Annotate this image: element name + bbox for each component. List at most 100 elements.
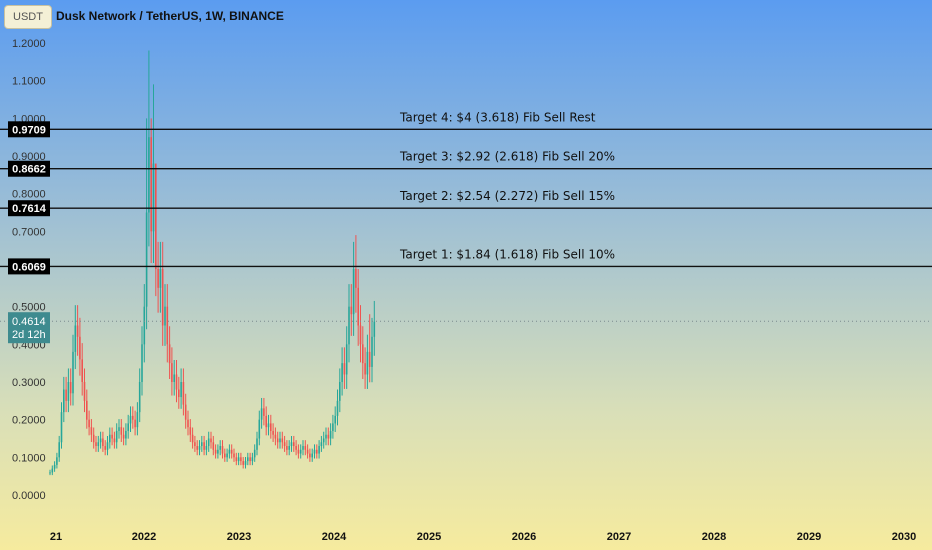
candle-body xyxy=(196,446,198,450)
candle-body xyxy=(171,363,173,382)
y-tick-label: 1.1000 xyxy=(12,76,46,88)
candle-body xyxy=(173,374,175,382)
candle-body xyxy=(327,434,330,439)
candle-body xyxy=(90,427,93,435)
candle-body xyxy=(198,446,201,450)
target-label: Target 1: $1.84 (1.618) Fib Sell 10% xyxy=(399,247,615,261)
candle-body xyxy=(92,434,95,443)
candle-body xyxy=(182,382,185,405)
symbol-title: Dusk Network / TetherUS, 1W, BINANCE xyxy=(56,9,284,23)
candle-body xyxy=(125,430,127,439)
candle-body xyxy=(297,449,300,454)
candle-body xyxy=(191,434,194,443)
candle-body xyxy=(141,344,143,382)
y-tick-label: 0.5000 xyxy=(12,302,46,314)
x-tick-label: 2026 xyxy=(512,531,536,543)
candle-body xyxy=(157,269,159,288)
candle-body xyxy=(221,446,224,454)
candle-body xyxy=(350,306,353,315)
candle-body xyxy=(270,423,272,431)
candle-body xyxy=(79,336,81,360)
x-tick-label: 2028 xyxy=(702,531,726,543)
candle-body xyxy=(63,389,65,413)
candle-body xyxy=(51,468,54,473)
candle-body xyxy=(366,351,369,375)
candle-body xyxy=(97,442,100,447)
x-tick-label: 2030 xyxy=(892,531,916,543)
candle-body xyxy=(258,419,261,439)
price-axis: 0.00000.10000.20000.30000.40000.50000.60… xyxy=(12,38,46,502)
candle-body xyxy=(72,351,74,394)
x-tick-label: 21 xyxy=(50,531,62,543)
candle-body xyxy=(359,325,362,345)
candle-body xyxy=(74,325,77,352)
candle-body xyxy=(293,442,295,447)
candle-body xyxy=(118,427,120,431)
candle-body xyxy=(113,438,116,443)
target-label: Target 4: $4 (3.618) Fib Sell Rest xyxy=(399,110,596,124)
candle-body xyxy=(86,400,88,420)
candle-body xyxy=(88,419,90,428)
candle-body xyxy=(194,442,196,447)
candle-body xyxy=(244,461,247,465)
candle-body xyxy=(274,434,277,439)
candle-body xyxy=(203,442,205,450)
candle-body xyxy=(362,344,364,364)
candle-body xyxy=(299,449,302,454)
candle-body xyxy=(102,438,104,447)
candle-body xyxy=(272,430,274,435)
candle-body xyxy=(58,442,60,458)
candle-body xyxy=(184,404,187,420)
candle-body xyxy=(155,163,157,269)
chart-header: USDT Dusk Network / TetherUS, 1W, BINANC… xyxy=(0,0,932,32)
candle-body xyxy=(65,389,67,401)
candle-body xyxy=(240,457,242,462)
candle-body xyxy=(251,457,254,462)
x-tick-label: 2022 xyxy=(132,531,156,543)
candle-body xyxy=(95,442,97,447)
candle-body xyxy=(263,408,265,416)
candle-body xyxy=(267,423,270,428)
x-tick-label: 2027 xyxy=(607,531,631,543)
candle-body xyxy=(180,382,182,398)
y-tick-label: 0.0000 xyxy=(12,490,46,502)
candle-body xyxy=(129,415,132,424)
candle-body xyxy=(201,442,203,447)
candle-body xyxy=(136,412,139,428)
candle-body xyxy=(168,344,171,364)
candle-body xyxy=(316,449,318,454)
target-label: Target 2: $2.54 (2.272) Fib Sell 15% xyxy=(399,189,615,203)
time-axis: 21 2022 2023 2024 2025 2026 2027 2028 2029 2030 xyxy=(50,531,916,543)
candle-body xyxy=(106,442,109,450)
candle-body xyxy=(60,412,63,443)
candle-body xyxy=(348,306,350,345)
candle-body xyxy=(81,359,83,382)
candle-body xyxy=(373,321,376,337)
level-price-badge xyxy=(8,160,50,177)
candle-body xyxy=(235,457,238,462)
candle-body xyxy=(148,137,150,213)
candle-body xyxy=(228,449,231,454)
level-price-text: 0.9709 xyxy=(12,124,46,136)
candle-body xyxy=(237,457,240,462)
candle-body xyxy=(256,438,258,450)
y-tick-label: 0.2000 xyxy=(12,415,46,427)
level-price-badge xyxy=(8,258,50,275)
candle-body xyxy=(150,137,152,232)
candle-body xyxy=(56,457,58,465)
candle-body xyxy=(357,287,359,326)
candle-body xyxy=(159,269,162,288)
candle-body xyxy=(304,446,307,450)
candle-body xyxy=(336,400,339,416)
candle-body xyxy=(69,382,72,394)
y-tick-label: 0.3000 xyxy=(12,377,46,389)
currency-badge[interactable]: USDT xyxy=(4,5,52,29)
candle-body xyxy=(224,453,226,458)
candle-body xyxy=(175,374,178,390)
candle-body xyxy=(345,344,348,375)
candle-body xyxy=(226,453,228,458)
candle-body xyxy=(76,325,79,337)
level-price-badge xyxy=(8,200,50,217)
